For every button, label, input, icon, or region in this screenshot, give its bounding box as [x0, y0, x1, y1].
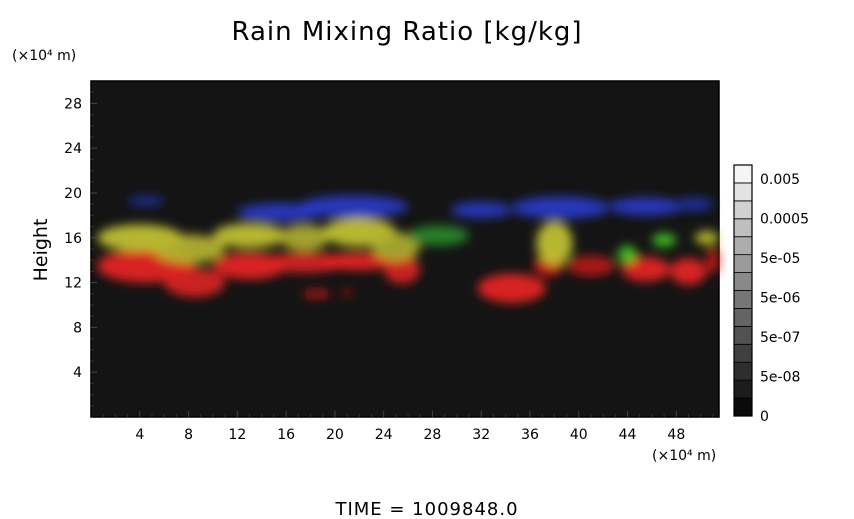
colorbar-frame [733, 164, 753, 417]
x-tick-label: 32 [472, 427, 490, 443]
rain-region [670, 257, 707, 285]
y-tick-label: 28 [64, 96, 82, 112]
rain-region [342, 289, 352, 297]
rain-region [566, 255, 616, 276]
rain-region [511, 196, 610, 219]
rain-region [127, 196, 165, 206]
x-axis: 4 8 12 16 20 24 28 32 36 40 44 48 [102, 411, 714, 443]
x-tick-label: 28 [424, 427, 442, 443]
colorbar-step [733, 343, 753, 363]
colorbar-label: 0.005 [760, 172, 800, 188]
y-axis: 4 8 12 16 20 24 28 [64, 91, 97, 407]
y-tick-label: 4 [73, 365, 82, 381]
y-tick-label: 12 [64, 276, 82, 292]
colorbar: 0.005 0.0005 5e-05 5e-06 5e-07 5e-08 0 [733, 164, 809, 425]
colorbar-label: 5e-08 [760, 370, 800, 386]
colorbar-step [733, 200, 753, 220]
colorbar-label: 0.0005 [760, 212, 809, 228]
rain-region [212, 223, 287, 248]
y-tick-label: 20 [64, 186, 82, 202]
rain-region [261, 252, 348, 273]
rain-region [617, 245, 638, 264]
chart-title: Rain Mixing Ratio [kg/kg] [231, 17, 582, 47]
x-tick-label: 20 [326, 427, 344, 443]
x-tick-label: 48 [667, 427, 685, 443]
x-axis-unit: (×10⁴ m) [652, 448, 716, 464]
x-tick-label: 8 [184, 427, 193, 443]
y-axis-unit: (×10⁴ m) [12, 48, 76, 64]
colorbar-step [733, 164, 753, 184]
x-tick-label: 4 [135, 427, 144, 443]
x-tick-label: 44 [619, 427, 637, 443]
rain-region [706, 246, 719, 274]
rain-region [164, 268, 226, 298]
colorbar-step [733, 272, 753, 291]
rain-region [301, 289, 332, 298]
rain-region [298, 195, 409, 218]
colorbar-label: 5e-06 [760, 291, 800, 307]
rain-region [651, 233, 677, 247]
colorbar-label: 5e-07 [760, 330, 800, 346]
time-readout: TIME = 1009848.0 [334, 499, 518, 519]
colorbar-step [733, 325, 753, 345]
colorbar-step [733, 182, 753, 202]
colorbar-step [733, 218, 753, 238]
colorbar-step [733, 290, 753, 309]
rain-region [609, 197, 683, 216]
y-tick-label: 8 [73, 320, 82, 336]
rain-region [694, 231, 720, 245]
rain-region [408, 225, 470, 246]
x-tick-label: 40 [570, 427, 588, 443]
rain-region [621, 256, 671, 282]
colorbar-step [733, 308, 753, 327]
colorbar-step [733, 379, 753, 399]
rain-region [151, 234, 226, 264]
x-tick-label: 16 [277, 427, 295, 443]
y-axis-label: Height [30, 219, 52, 282]
rain-region [280, 224, 329, 252]
colorbar-label: 0 [760, 409, 769, 425]
rain-region [383, 254, 421, 284]
rain-regions [97, 195, 720, 303]
colorbar-step [733, 361, 753, 381]
x-tick-label: 36 [521, 427, 539, 443]
x-tick-label: 24 [375, 427, 393, 443]
y-tick-label: 16 [64, 231, 82, 247]
rain-region [536, 221, 573, 266]
colorbar-step [733, 397, 753, 417]
rain-region [477, 273, 546, 303]
y-tick-label: 24 [64, 141, 82, 157]
colorbar-step [733, 236, 753, 256]
rain-region [450, 201, 512, 218]
rain-region [371, 232, 421, 262]
colorbar-label: 5e-05 [760, 251, 800, 267]
rain-region [676, 197, 713, 211]
rain-region [322, 252, 396, 271]
x-tick-label: 12 [228, 427, 246, 443]
colorbar-step [733, 254, 753, 273]
